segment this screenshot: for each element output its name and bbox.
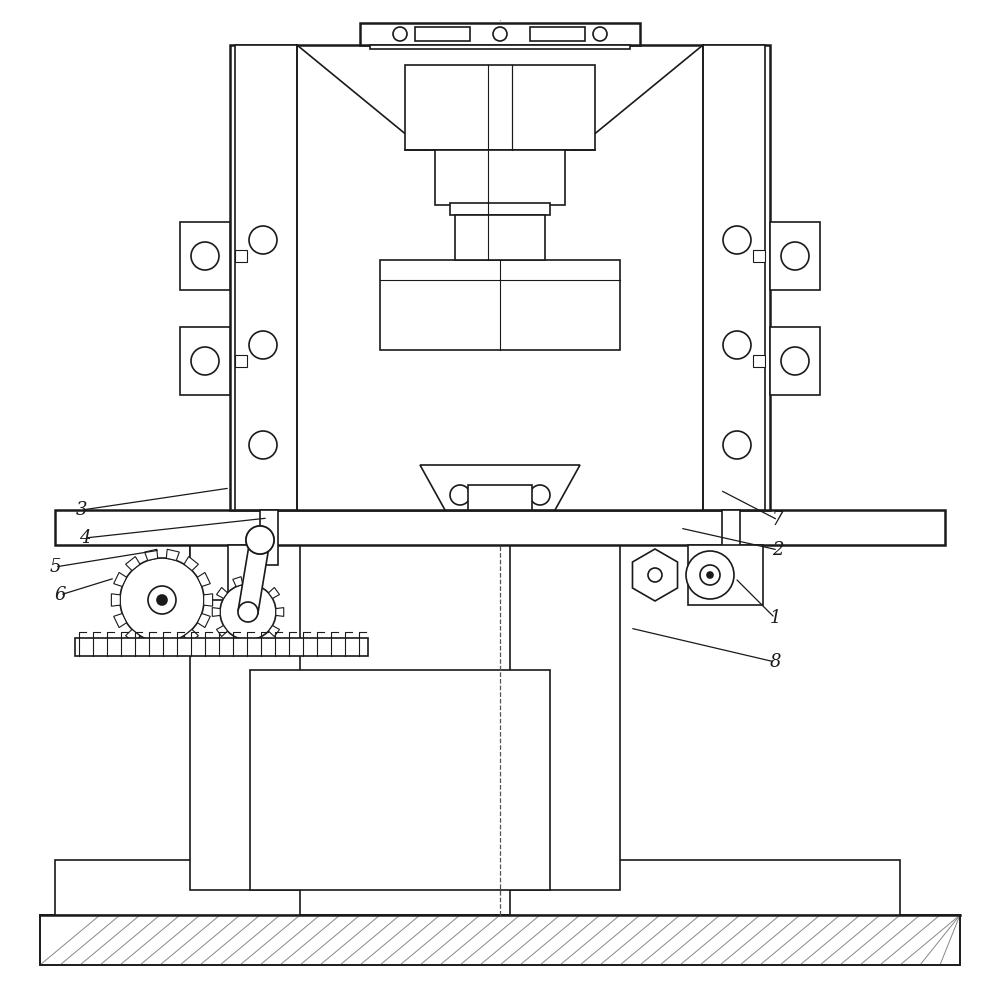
- Circle shape: [238, 602, 258, 622]
- Circle shape: [648, 568, 662, 582]
- Polygon shape: [233, 637, 243, 647]
- Text: 4: 4: [79, 529, 91, 547]
- Polygon shape: [145, 640, 158, 651]
- Circle shape: [593, 27, 607, 41]
- Polygon shape: [166, 549, 179, 560]
- Bar: [55, 510, 945, 545]
- Polygon shape: [217, 587, 228, 598]
- Bar: [180, 327, 230, 395]
- Circle shape: [530, 485, 550, 505]
- Circle shape: [723, 431, 751, 459]
- Circle shape: [249, 226, 277, 254]
- Text: 6: 6: [54, 586, 66, 604]
- Bar: [235, 355, 247, 367]
- Text: 7: 7: [772, 511, 784, 529]
- Polygon shape: [197, 613, 210, 628]
- Bar: [260, 510, 278, 565]
- Polygon shape: [166, 640, 179, 651]
- Circle shape: [191, 347, 219, 375]
- Text: 2: 2: [772, 541, 784, 559]
- Circle shape: [120, 558, 204, 642]
- Circle shape: [781, 347, 809, 375]
- Bar: [75, 638, 368, 656]
- Bar: [510, 860, 900, 915]
- Polygon shape: [276, 608, 284, 616]
- Circle shape: [244, 608, 252, 616]
- Circle shape: [686, 551, 734, 599]
- Bar: [190, 545, 300, 890]
- Circle shape: [220, 584, 276, 640]
- Bar: [40, 915, 960, 965]
- Polygon shape: [126, 629, 140, 643]
- Bar: [190, 545, 245, 600]
- Circle shape: [723, 331, 751, 359]
- Bar: [722, 510, 740, 565]
- Circle shape: [240, 604, 256, 620]
- Polygon shape: [114, 572, 127, 587]
- Bar: [450, 203, 550, 215]
- Bar: [510, 545, 620, 890]
- Polygon shape: [233, 577, 243, 587]
- Circle shape: [781, 242, 809, 270]
- Circle shape: [246, 526, 274, 554]
- Polygon shape: [184, 557, 198, 571]
- Bar: [770, 222, 820, 290]
- Polygon shape: [238, 538, 270, 614]
- Bar: [455, 215, 545, 260]
- Polygon shape: [114, 613, 127, 628]
- Polygon shape: [145, 549, 158, 560]
- Circle shape: [707, 572, 713, 578]
- Bar: [770, 327, 820, 395]
- Bar: [468, 485, 532, 510]
- Bar: [530, 27, 585, 41]
- Bar: [753, 250, 765, 262]
- Polygon shape: [212, 608, 220, 616]
- Bar: [235, 45, 297, 510]
- Bar: [405, 65, 595, 150]
- Polygon shape: [420, 465, 580, 510]
- Circle shape: [450, 485, 470, 505]
- Circle shape: [393, 27, 407, 41]
- Polygon shape: [197, 572, 210, 587]
- Bar: [703, 45, 765, 510]
- Circle shape: [249, 331, 277, 359]
- Bar: [370, 45, 630, 49]
- Polygon shape: [253, 637, 263, 647]
- Polygon shape: [632, 549, 678, 601]
- Polygon shape: [253, 577, 263, 587]
- Polygon shape: [111, 594, 120, 606]
- Circle shape: [700, 565, 720, 585]
- Text: 5: 5: [49, 558, 61, 576]
- Polygon shape: [204, 594, 213, 606]
- Bar: [230, 45, 770, 510]
- Circle shape: [246, 526, 274, 554]
- Bar: [40, 915, 960, 965]
- Bar: [180, 222, 230, 290]
- Polygon shape: [268, 626, 279, 637]
- Polygon shape: [268, 587, 279, 598]
- Polygon shape: [184, 629, 198, 643]
- Bar: [688, 545, 763, 605]
- Circle shape: [249, 431, 277, 459]
- Polygon shape: [217, 626, 228, 637]
- Bar: [435, 150, 565, 205]
- Bar: [753, 355, 765, 367]
- Bar: [235, 250, 247, 262]
- Text: 8: 8: [769, 653, 781, 671]
- Text: 3: 3: [76, 501, 88, 519]
- Bar: [55, 860, 300, 915]
- Circle shape: [723, 226, 751, 254]
- Circle shape: [148, 586, 176, 614]
- Bar: [415, 27, 470, 41]
- Polygon shape: [126, 557, 140, 571]
- Bar: [380, 260, 620, 350]
- Bar: [250, 670, 550, 890]
- Circle shape: [191, 242, 219, 270]
- Bar: [228, 545, 250, 600]
- Circle shape: [157, 595, 167, 605]
- Bar: [360, 23, 640, 45]
- Text: 1: 1: [769, 609, 781, 627]
- Circle shape: [493, 27, 507, 41]
